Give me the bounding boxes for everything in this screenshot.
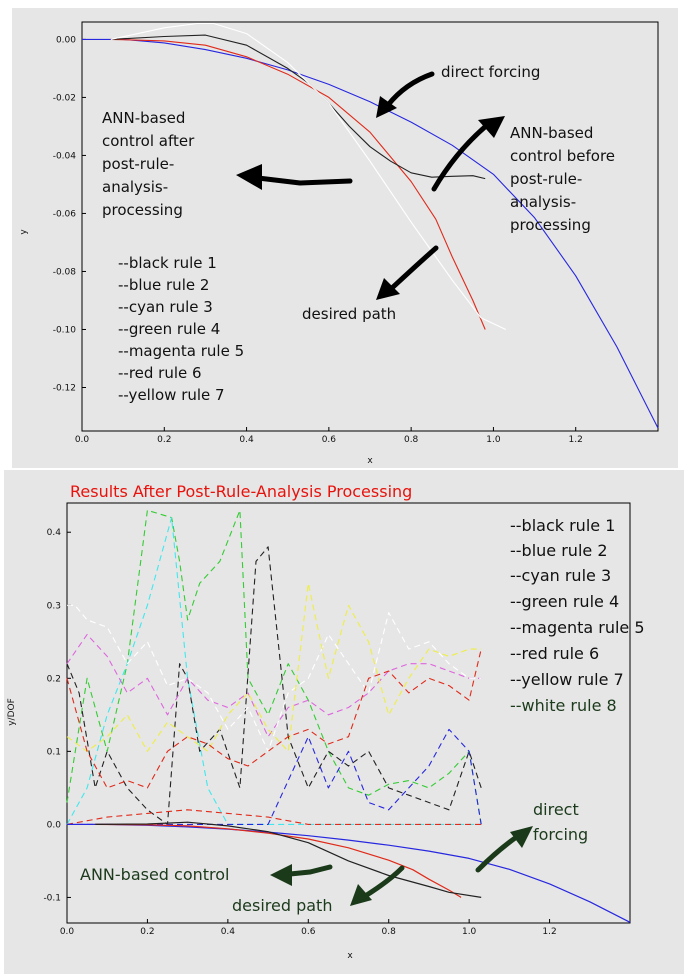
bottom-series-green-dashed [66,509,482,825]
annotation-direct-forcing: direct forcing [441,63,540,81]
annotation-ann-before-line-2: control before [510,147,615,165]
bottom-series-red-solid [95,823,462,898]
bottom-ytick-label: 0.1 [47,747,61,757]
top-xtick-label: 0.6 [322,435,337,445]
top-chart-background [12,8,678,468]
top-series-white-solid [110,22,507,330]
top-xlabel: x [367,456,373,466]
bottom-xtick-label: 0.8 [382,927,397,937]
top-ylabel: y [19,229,29,235]
bottom-chart-background [4,470,684,974]
annotation-desired-path-bottom: desired path [232,896,332,915]
top-ytick-label: -0.12 [53,383,76,393]
bottom-legend-item-3: --cyan rule 3 [510,566,611,585]
top-legend-item-3: --cyan rule 3 [118,298,213,316]
bottom-xtick-label: 0.6 [301,927,316,937]
top-xtick-label: 0.0 [75,435,90,445]
bottom-legend-item-1: --black rule 1 [510,516,615,535]
bottom-legend-item-8: --white rule 8 [510,696,617,715]
annotation-direct-line-1: direct [533,800,579,819]
bottom-xtick-label: 0.0 [60,927,75,937]
annotation-desired-path: desired path [302,305,396,323]
top-legend-item-2: --blue rule 2 [118,276,209,294]
bottom-ylabel: y/DOF [7,698,17,726]
bottom-ytick-label: -0.1 [43,893,61,903]
bottom-ytick-label: 0.0 [47,820,62,830]
top-ytick-label: -0.10 [53,325,77,335]
top-legend-item-5: --magenta rule 5 [118,342,244,360]
top-xtick-label: 0.2 [157,435,171,445]
top-legend: --black rule 1 --blue rule 2 --cyan rule… [118,254,244,404]
arrow-direct-forcing-icon [475,826,533,873]
bottom-legend-item-4: --green rule 4 [510,592,619,611]
top-xtick-label: 1.2 [569,435,583,445]
annotation-ann-after-line-1: ANN-based [102,109,185,127]
bottom-plot-frame [66,502,631,924]
bottom-series-yellow-dashed [66,582,482,752]
bottom-series [66,509,631,923]
bottom-chart: Results After Post-Rule-Analysis Process… [4,470,684,974]
annotation-ann-after-line-2: control after [102,132,195,150]
top-legend-item-7: --yellow rule 7 [118,386,225,404]
bottom-series-blue-dashed [67,728,482,825]
top-series [82,22,659,429]
annotation-ann-before-line-4: analysis- [510,193,576,211]
annotation-direct-line-2: forcing [533,825,588,844]
bottom-series-black-solid [95,821,482,898]
annotation-ann-after-line-5: processing [102,201,183,219]
bottom-series-black-dashed [66,546,482,825]
bottom-xtick-label: 0.4 [221,927,236,937]
bottom-series-red-dashed [66,648,482,789]
arrow-left-icon [236,164,353,190]
top-series-black-solid [110,34,486,180]
annotation-ann-before-line-1: ANN-based [510,124,593,142]
top-xtick-label: 1.0 [486,435,501,445]
top-ytick-label: 0.00 [56,35,76,45]
top-series-blue-solid [82,38,659,429]
arrow-ann-control-icon [270,864,333,886]
top-series-red-solid [110,38,486,330]
arrow-desired-path-icon [350,865,405,906]
top-ytick-label: -0.08 [53,267,77,277]
top-xtick-label: 0.4 [239,435,254,445]
bottom-xtick-label: 0.2 [140,927,154,937]
top-ytick-label: -0.02 [53,93,76,103]
annotation-ann-after: ANN-based control after post-rule- analy… [102,109,195,219]
bottom-xtick-label: 1.2 [542,927,556,937]
bottom-axis-ticks: 0.0 0.2 0.4 0.6 0.8 1.0 1.2 0.4 0.3 0.2 0.1 0.0 -0.1 [43,528,556,937]
bottom-legend-item-6: --red rule 6 [510,644,599,663]
bottom-legend-item-7: --yellow rule 7 [510,670,624,689]
arrow-to-red-icon [376,245,439,300]
bottom-ytick-label: 0.3 [47,601,61,611]
top-legend-item-1: --black rule 1 [118,254,217,272]
bottom-series-red-dashed [66,809,482,825]
bottom-series-blue-solid [67,823,631,923]
annotation-ann-before: ANN-based control before post-rule- anal… [510,124,615,234]
bottom-legend-item-2: --blue rule 2 [510,541,608,560]
bottom-ytick-label: 0.4 [47,528,62,538]
bottom-ytick-label: 0.2 [47,674,61,684]
top-legend-item-6: --red rule 6 [118,364,202,382]
annotation-ann-before-line-5: processing [510,216,591,234]
bottom-title: Results After Post-Rule-Analysis Process… [70,482,412,501]
annotation-ann-after-line-4: analysis- [102,178,168,196]
bottom-xtick-label: 1.0 [462,927,477,937]
bottom-legend: --black rule 1 --blue rule 2 --cyan rule… [510,516,645,715]
arrow-to-blue-icon [376,71,435,118]
bottom-xlabel: x [347,951,353,961]
bottom-series-white-dashed [67,604,482,752]
bottom-legend-item-5: --magenta rule 5 [510,618,645,637]
top-axis-ticks: 0.0 0.2 0.4 0.6 0.8 1.0 1.2 0.00 -0.02 -0.04 -0.06… [53,35,583,445]
top-ytick-label: -0.04 [53,151,77,161]
annotation-ann-before-line-3: post-rule- [510,170,582,188]
annotation-ann-based-control: ANN-based control [80,865,230,884]
top-legend-item-4: --green rule 4 [118,320,220,338]
annotation-ann-after-line-3: post-rule- [102,155,174,173]
top-ytick-label: -0.06 [53,209,77,219]
top-plot-frame [81,21,659,432]
arrow-to-black-icon [431,116,505,192]
top-chart: 0.0 0.2 0.4 0.6 0.8 1.0 1.2 0.00 -0.02 -0.04 -0.06… [12,8,678,468]
top-xtick-label: 0.8 [404,435,419,445]
